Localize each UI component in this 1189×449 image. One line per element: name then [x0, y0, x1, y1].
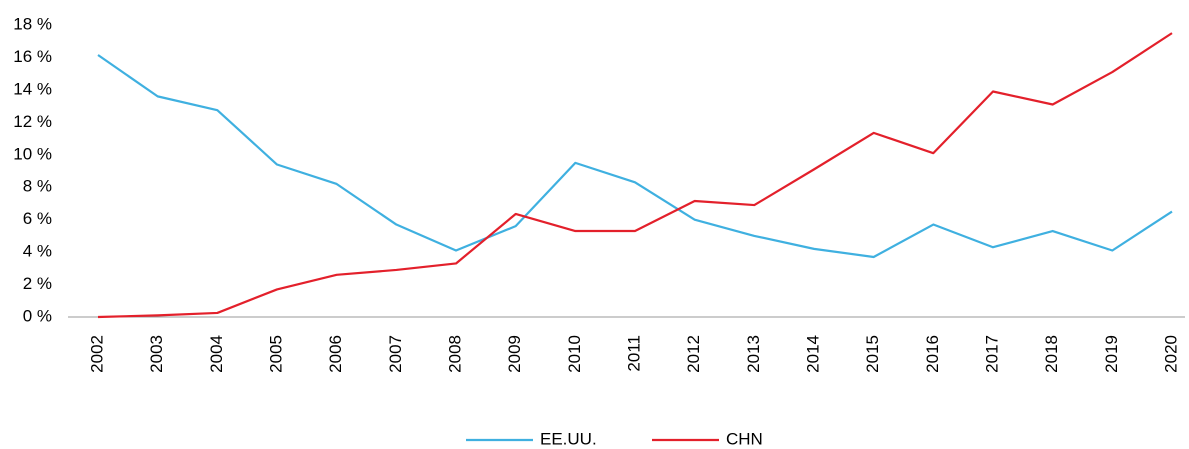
x-tick-label: 2020 [1161, 335, 1180, 373]
x-tick-label: 2011 [624, 335, 643, 372]
x-tick-label: 2015 [863, 335, 882, 373]
y-tick-label: 0 % [23, 306, 52, 325]
x-tick-label: 2016 [923, 335, 942, 373]
x-tick-label: 2010 [565, 335, 584, 373]
x-tick-label: 2005 [266, 335, 285, 373]
x-tick-label: 2018 [1042, 335, 1061, 373]
x-tick-label: 2008 [445, 335, 464, 373]
y-tick-label: 14 % [13, 79, 52, 98]
x-tick-label: 2019 [1102, 335, 1121, 373]
x-tick-label: 2014 [803, 335, 822, 373]
y-tick-label: 18 % [13, 14, 52, 33]
y-tick-label: 16 % [13, 47, 52, 66]
y-tick-label: 12 % [13, 112, 52, 131]
x-tick-label: 2006 [326, 335, 345, 373]
y-tick-label: 10 % [13, 144, 52, 163]
y-tick-label: 8 % [23, 177, 52, 196]
y-tick-label: 6 % [23, 209, 52, 228]
x-tick-label: 2007 [386, 335, 405, 373]
x-tick-label: 2017 [982, 335, 1001, 373]
x-tick-label: 2004 [207, 335, 226, 373]
legend-label: CHN [726, 429, 763, 448]
series-line [97, 54, 1173, 259]
series-line [97, 32, 1173, 319]
x-tick-label: 2013 [744, 335, 763, 373]
legend-label: EE.UU. [540, 429, 597, 448]
x-tick-label: 2012 [684, 335, 703, 373]
x-tick-label: 2003 [147, 335, 166, 373]
y-tick-label: 4 % [23, 242, 52, 261]
x-tick-label: 2009 [505, 335, 524, 373]
y-tick-label: 2 % [23, 274, 52, 293]
x-tick-label: 2002 [87, 335, 106, 373]
